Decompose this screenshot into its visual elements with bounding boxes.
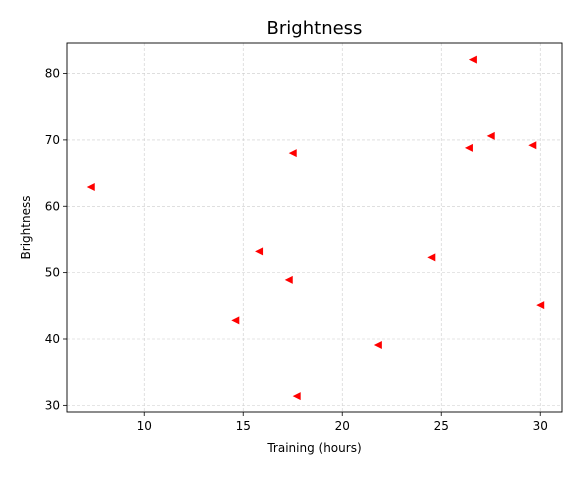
data-point (468, 55, 477, 64)
y-tick-label: 70 (45, 133, 60, 147)
x-tick-label: 25 (434, 419, 449, 433)
data-point (284, 275, 293, 284)
data-point (86, 183, 95, 192)
y-tick-label: 40 (45, 332, 60, 346)
x-axis: 10 15 20 25 30 (137, 412, 548, 433)
data-point (528, 141, 537, 150)
y-tick-label: 30 (45, 398, 60, 412)
y-tick-label: 60 (45, 199, 60, 213)
grid (67, 43, 562, 412)
chart-title: Brightness (267, 18, 363, 39)
data-point (288, 149, 297, 158)
data-point (464, 143, 473, 152)
x-axis-label: Training (hours) (266, 441, 361, 455)
data-point (536, 301, 545, 310)
data-point (486, 131, 495, 140)
x-tick-label: 15 (236, 419, 251, 433)
plot-area-frame (66, 42, 563, 413)
data-point (231, 316, 240, 325)
y-tick-label: 80 (45, 67, 60, 81)
y-axis: 30 40 50 60 70 80 (45, 67, 67, 412)
x-tick-label: 10 (137, 419, 152, 433)
data-point (427, 253, 436, 262)
data-point (292, 392, 301, 401)
data-points (86, 55, 545, 401)
y-tick-label: 50 (45, 266, 60, 280)
data-point (255, 247, 264, 256)
y-axis-label: Brightness (19, 196, 33, 260)
data-point (373, 340, 382, 349)
x-tick-label: 20 (335, 419, 350, 433)
x-tick-label: 30 (533, 419, 548, 433)
